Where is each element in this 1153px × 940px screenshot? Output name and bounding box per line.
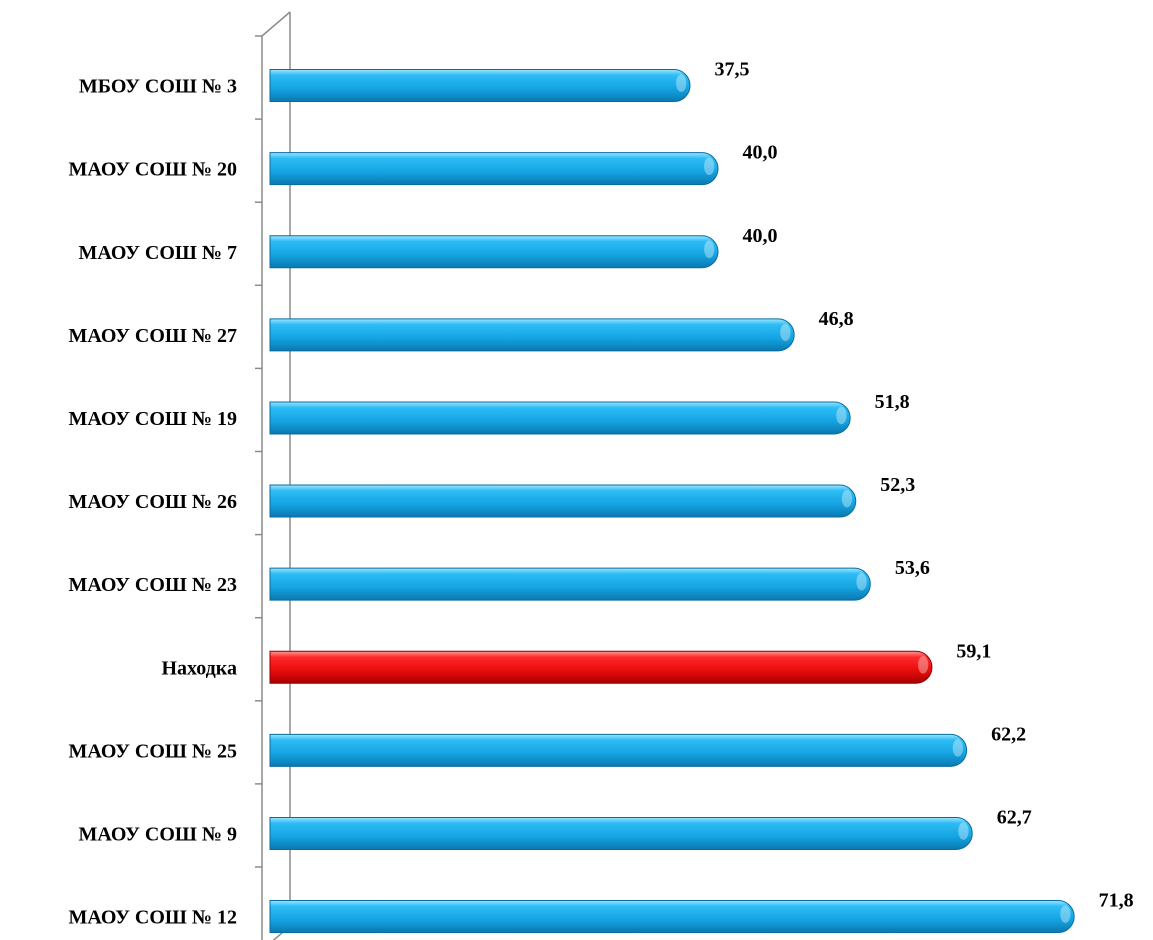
bars-layer bbox=[269, 69, 1075, 934]
axis-top-edge-line bbox=[261, 11, 291, 37]
category-label: МАОУ СОШ № 19 bbox=[69, 408, 238, 430]
category-label: МАОУ СОШ № 26 bbox=[69, 491, 238, 513]
bar bbox=[269, 152, 719, 186]
value-label: 40,0 bbox=[743, 225, 778, 247]
category-label: МАОУ СОШ № 9 bbox=[79, 823, 238, 845]
value-label: 62,7 bbox=[997, 806, 1032, 828]
category-label: МАОУ СОШ № 12 bbox=[69, 907, 238, 929]
bar bbox=[269, 318, 795, 352]
value-label: 51,8 bbox=[875, 391, 910, 413]
category-label: МАОУ СОШ № 27 bbox=[69, 325, 238, 347]
bar-end-highlight bbox=[918, 656, 929, 674]
bar-end-highlight bbox=[780, 323, 791, 342]
bar-end-highlight bbox=[952, 739, 963, 757]
bar-end-highlight bbox=[1060, 905, 1071, 923]
category-label: Находка bbox=[161, 657, 237, 679]
value-label: 53,6 bbox=[895, 557, 930, 579]
bar bbox=[269, 235, 719, 269]
bar-end-highlight bbox=[856, 572, 867, 591]
category-label: МАОУ СОШ № 20 bbox=[69, 159, 238, 181]
bar bbox=[269, 484, 857, 518]
category-label: МАОУ СОШ № 23 bbox=[69, 574, 238, 596]
bar bbox=[269, 567, 871, 601]
labels-layer: МБОУ СОШ № 3 37,5 МАОУ СОШ № 20 40,0 МАОУ СО… bbox=[69, 59, 1134, 929]
category-label: МАОУ СОШ № 25 bbox=[69, 740, 238, 762]
bar-end-highlight bbox=[704, 240, 715, 259]
bar-end-highlight bbox=[836, 406, 847, 425]
value-label: 52,3 bbox=[880, 474, 915, 496]
value-label: 37,5 bbox=[715, 59, 750, 81]
bar bbox=[269, 401, 851, 435]
category-label: МАОУ СОШ № 7 bbox=[79, 242, 238, 264]
bar-highlighted bbox=[269, 650, 933, 684]
bar bbox=[269, 733, 968, 767]
value-label: 71,8 bbox=[1099, 890, 1134, 912]
value-label: 62,2 bbox=[991, 723, 1026, 745]
bar bbox=[269, 816, 973, 850]
bar-end-highlight bbox=[958, 822, 969, 840]
value-label: 40,0 bbox=[743, 142, 778, 164]
bar-end-highlight bbox=[704, 157, 715, 176]
bar bbox=[269, 900, 1075, 934]
value-label: 59,1 bbox=[956, 640, 991, 662]
axis-layer bbox=[255, 11, 291, 940]
bar-end-highlight bbox=[841, 489, 853, 508]
value-label: 46,8 bbox=[819, 308, 854, 330]
bar bbox=[269, 69, 691, 103]
category-label: МБОУ СОШ № 3 bbox=[79, 76, 237, 98]
bar-end-highlight bbox=[676, 74, 687, 92]
